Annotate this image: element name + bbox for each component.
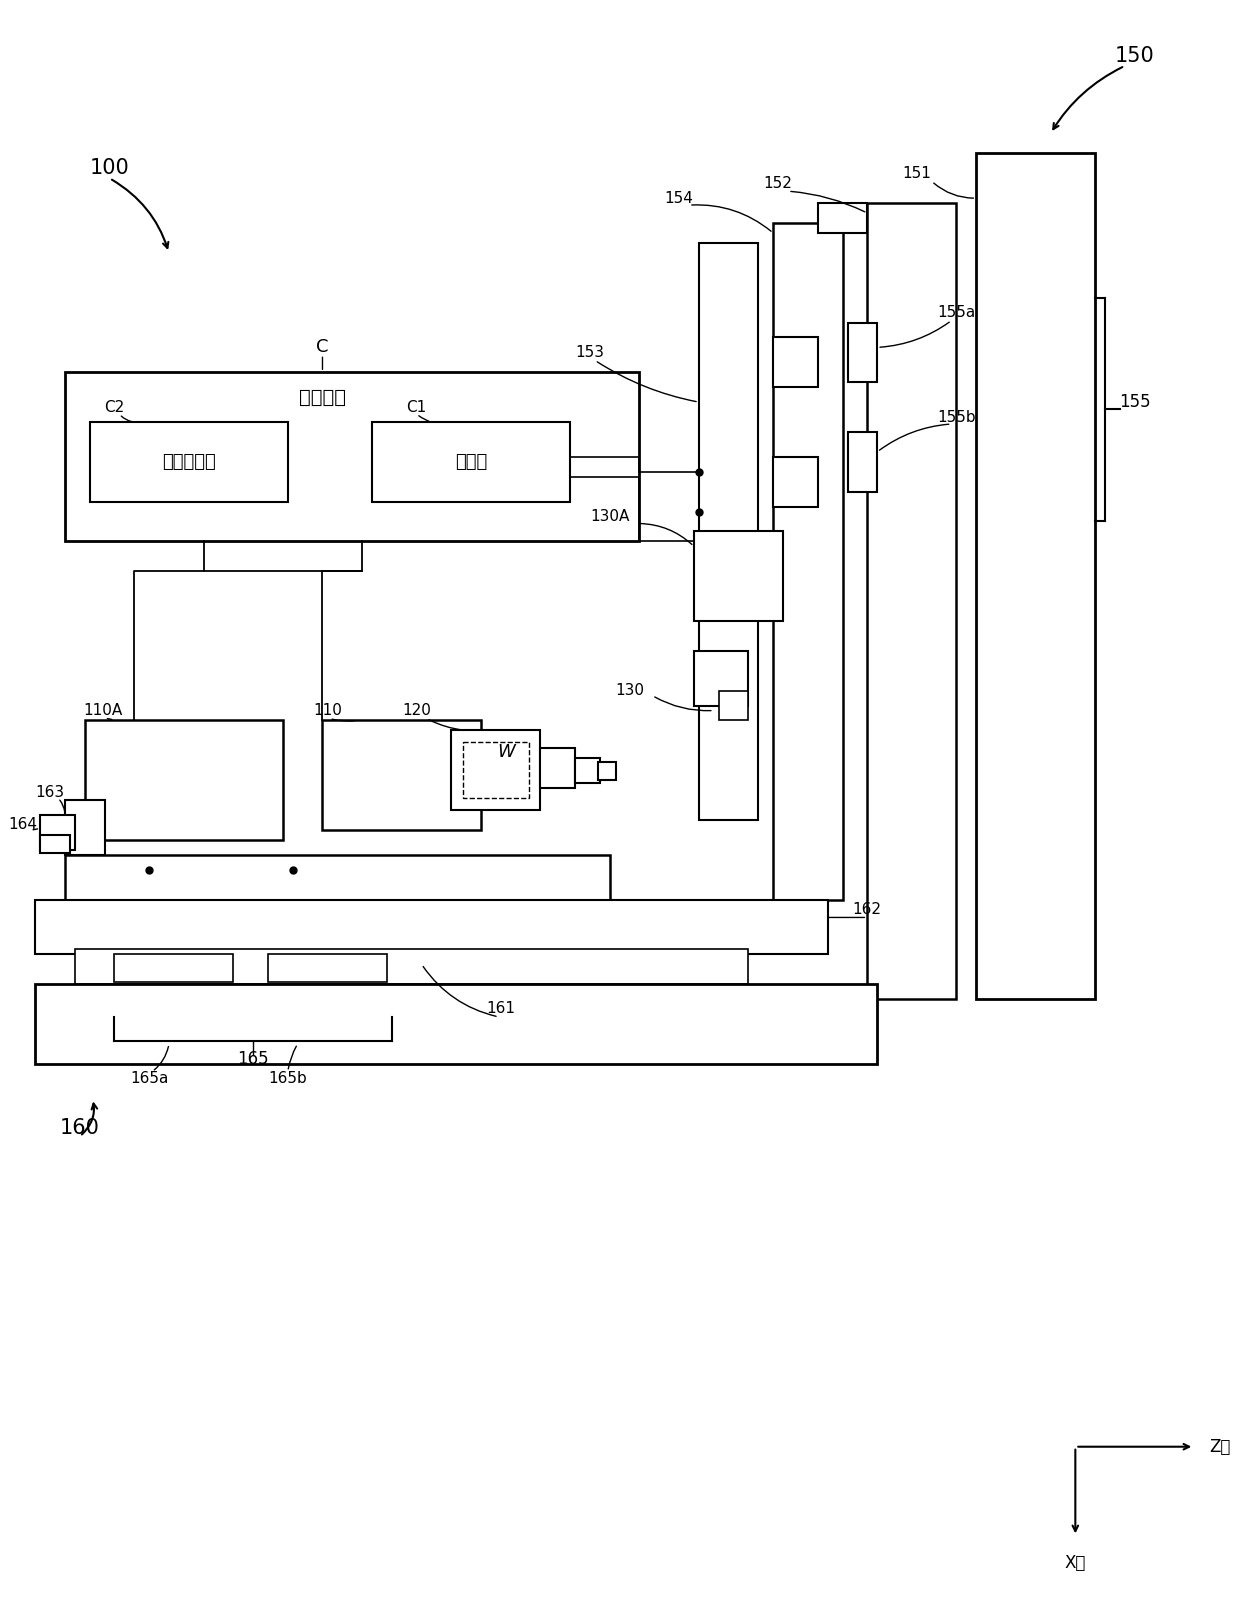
Text: 120: 120 [402,702,432,719]
Bar [372,422,570,501]
Text: 153: 153 [575,345,604,360]
Text: 100: 100 [89,159,129,178]
Text: 155: 155 [1118,393,1151,410]
Bar [322,720,481,830]
Text: 150: 150 [1115,45,1154,67]
Text: 161: 161 [486,1001,516,1017]
Bar [89,422,288,501]
Bar [74,949,749,985]
Bar [464,743,528,798]
Bar [976,154,1095,999]
Text: 163: 163 [36,785,64,800]
Text: C: C [316,339,329,357]
Text: 110A: 110A [83,702,123,719]
Bar [847,323,877,383]
Text: 165b: 165b [268,1071,308,1087]
Bar [64,855,610,900]
Text: 数值设定部: 数值设定部 [162,453,216,470]
Bar [35,900,827,954]
Text: 151: 151 [903,165,931,180]
Bar [451,730,541,809]
Text: 165a: 165a [130,1071,169,1087]
Text: Z轴: Z轴 [1209,1437,1230,1455]
Text: 165: 165 [237,1049,269,1067]
Bar [719,691,749,720]
Bar [541,748,575,788]
Text: C1: C1 [407,399,427,415]
Bar [818,203,867,234]
Text: W: W [497,743,515,761]
Text: 162: 162 [853,902,882,916]
Text: C2: C2 [104,399,124,415]
Text: 130: 130 [615,683,645,697]
Text: 154: 154 [665,191,693,206]
Bar [598,762,616,780]
Text: 130A: 130A [590,509,630,524]
Text: 110: 110 [312,702,342,719]
Bar [774,457,818,506]
Text: 164: 164 [7,817,37,832]
Bar [774,337,818,388]
Bar [64,373,640,542]
Text: 160: 160 [60,1118,99,1139]
Text: 155b: 155b [937,409,976,425]
Bar [268,954,387,981]
Bar [847,431,877,491]
Bar [694,650,749,706]
Text: 155a: 155a [937,305,976,320]
Text: X轴: X轴 [1065,1554,1086,1572]
Bar [575,757,600,783]
Bar [64,800,104,855]
Bar [699,243,759,821]
Text: 152: 152 [764,175,792,191]
Bar [867,203,956,999]
Bar [40,814,74,850]
Bar [694,532,784,621]
Bar [84,720,283,840]
Text: 控制装置: 控制装置 [299,388,346,407]
Bar [774,224,842,900]
Text: 控制部: 控制部 [455,453,487,470]
Bar [35,985,877,1064]
Bar [40,835,69,853]
Bar [114,954,233,981]
